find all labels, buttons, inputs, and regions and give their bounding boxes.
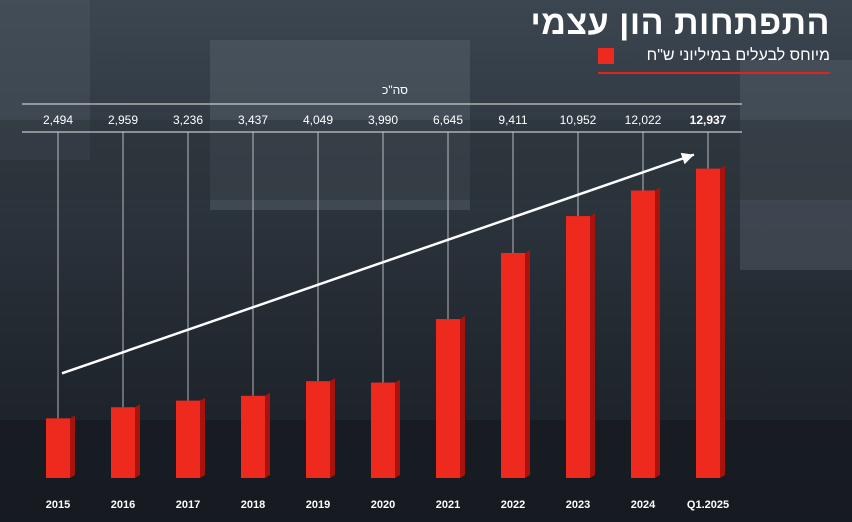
category-label: 2019 <box>306 499 330 511</box>
bar-side <box>460 316 465 478</box>
value-label: 2,959 <box>108 113 138 127</box>
bar <box>306 381 330 478</box>
title-underline <box>598 72 830 74</box>
category-label: 2022 <box>501 499 525 511</box>
chart-subtitle: מיוחס לבעלים במיליוני ש"ח <box>646 47 830 64</box>
category-label: 2021 <box>436 499 460 511</box>
bar <box>241 395 265 478</box>
category-label: 2015 <box>46 499 70 511</box>
bar-side <box>200 397 205 478</box>
category-label: 2024 <box>631 499 656 511</box>
bar <box>696 168 720 478</box>
value-label: 12,937 <box>690 113 727 127</box>
bar <box>501 252 525 478</box>
bar <box>46 418 70 478</box>
value-label: 6,645 <box>433 113 463 127</box>
bar <box>436 319 460 478</box>
bar <box>631 190 655 479</box>
value-label: 3,990 <box>368 113 398 127</box>
bar-side <box>720 165 725 478</box>
bar <box>566 216 590 478</box>
value-label: 10,952 <box>560 113 597 127</box>
bar-side <box>135 404 140 478</box>
value-label: 3,437 <box>238 113 268 127</box>
total-label: סה"כ <box>382 83 408 97</box>
value-label: 9,411 <box>498 113 527 127</box>
bar-side <box>655 187 660 479</box>
bar <box>371 382 395 478</box>
value-label: 4,049 <box>303 113 333 127</box>
bar-side <box>330 378 335 478</box>
bar <box>176 400 200 478</box>
value-label: 2,494 <box>43 113 73 127</box>
category-label: 2018 <box>241 499 265 511</box>
category-label: 2023 <box>566 499 590 511</box>
trend-arrow-line <box>61 153 695 375</box>
bar <box>111 407 135 478</box>
bar-side <box>265 392 270 478</box>
chart-title: התפתחות הון עצמי <box>530 4 830 42</box>
bar-side <box>70 415 75 478</box>
category-label: 2016 <box>111 499 135 511</box>
trend-arrow-head <box>680 152 694 165</box>
category-label: Q1.2025 <box>687 499 729 511</box>
value-label: 3,236 <box>173 113 203 127</box>
bar-side <box>395 379 400 478</box>
legend-swatch <box>598 48 614 64</box>
value-label: 12,022 <box>625 113 662 127</box>
bar-side <box>525 249 530 478</box>
category-label: 2020 <box>371 499 395 511</box>
bar-side <box>590 213 595 478</box>
category-label: 2017 <box>176 499 200 511</box>
